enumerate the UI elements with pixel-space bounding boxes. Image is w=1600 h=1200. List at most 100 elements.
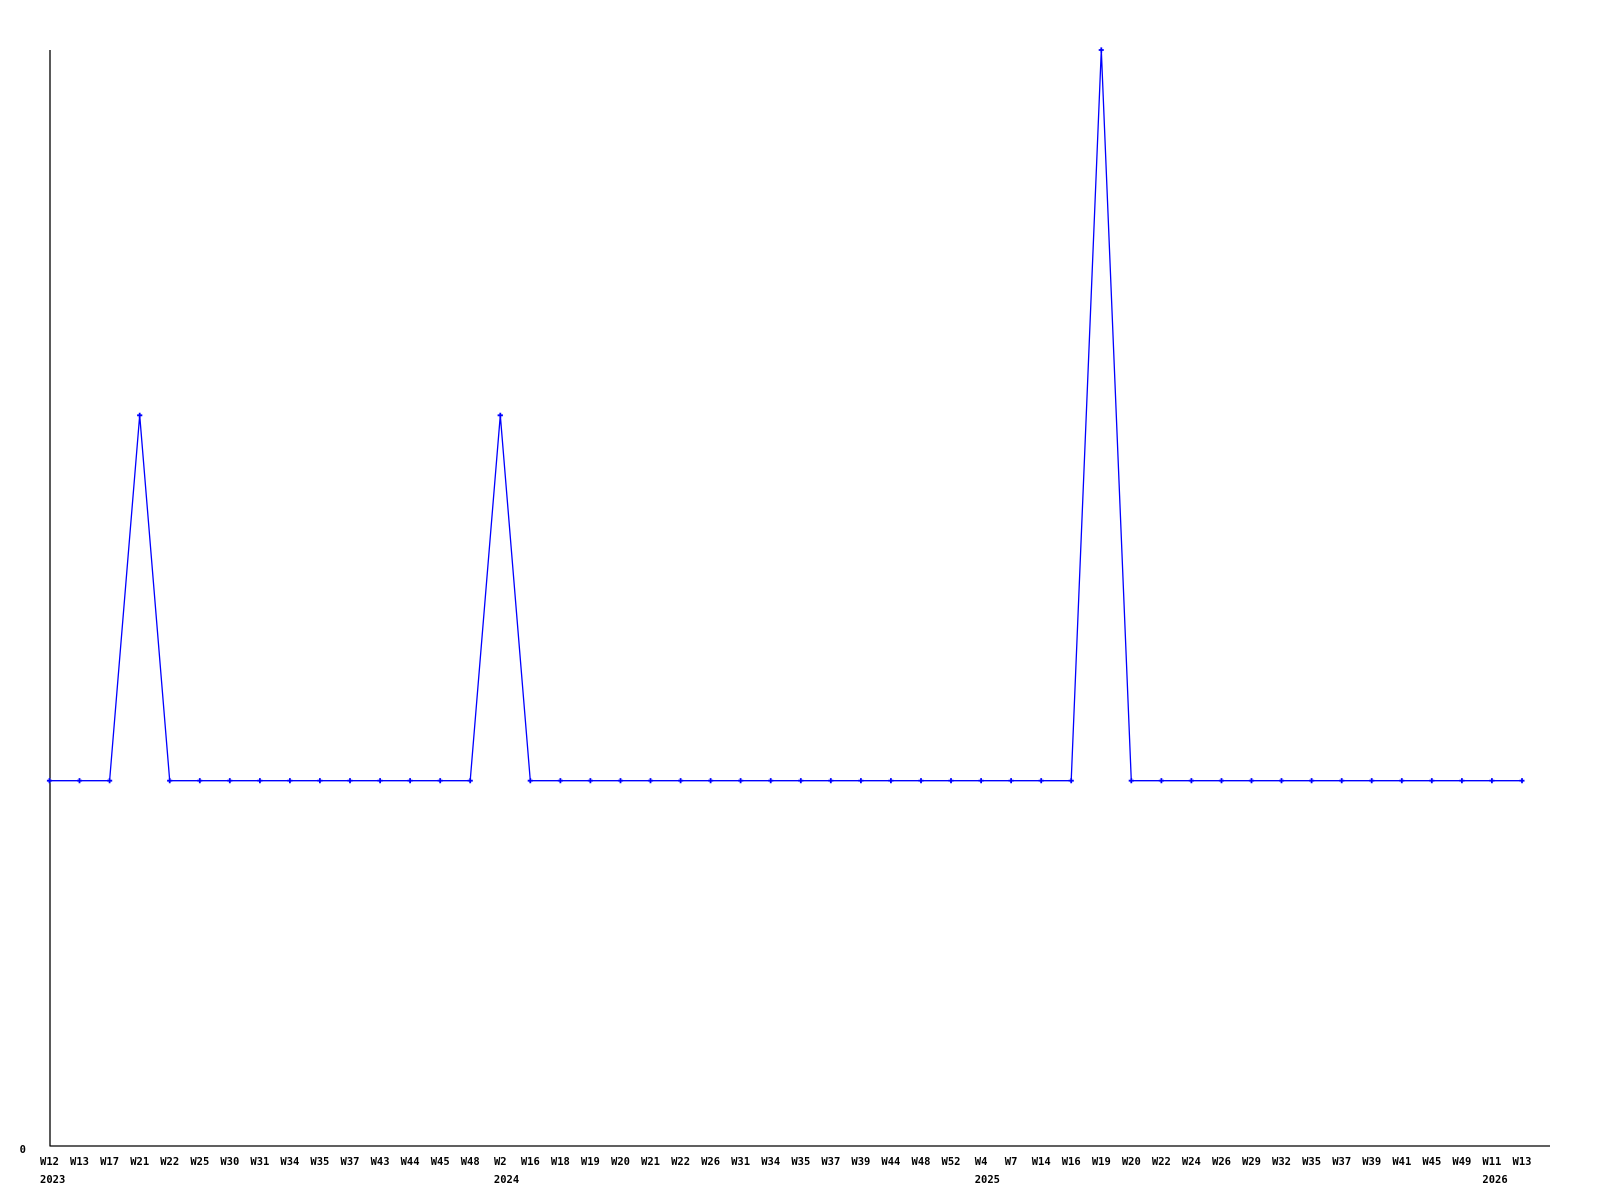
x-tick-label: W2 xyxy=(494,1156,507,1168)
data-point-marker xyxy=(1008,778,1014,784)
y-axis-zero-label: 0 xyxy=(20,1144,26,1156)
data-point-marker xyxy=(948,778,954,784)
data-point-marker xyxy=(377,778,383,784)
data-point-marker xyxy=(107,778,113,784)
x-tick-label: W37 xyxy=(341,1156,360,1168)
x-tick-label: W31 xyxy=(250,1156,269,1168)
x-tick-label: W34 xyxy=(280,1156,299,1168)
data-point-marker xyxy=(1369,778,1375,784)
x-tick-label: W26 xyxy=(701,1156,720,1168)
data-point-marker xyxy=(858,778,864,784)
axes-group xyxy=(49,50,1550,1147)
data-point-marker xyxy=(347,778,353,784)
x-tick-label: W7 xyxy=(1005,1156,1018,1168)
x-tick-label: W34 xyxy=(761,1156,780,1168)
x-tick-label: W39 xyxy=(851,1156,870,1168)
data-point-marker xyxy=(467,778,473,784)
data-point-marker xyxy=(1489,778,1495,784)
x-tick-label: W21 xyxy=(641,1156,660,1168)
x-year-label: 2024 xyxy=(494,1174,519,1186)
data-point-marker xyxy=(1339,778,1345,784)
data-point-marker xyxy=(1038,778,1044,784)
x-tick-label: W39 xyxy=(1362,1156,1381,1168)
x-tick-label: W25 xyxy=(190,1156,209,1168)
x-tick-label: W49 xyxy=(1452,1156,1471,1168)
x-tick-label: W22 xyxy=(671,1156,690,1168)
x-tick-label: W48 xyxy=(912,1156,931,1168)
x-tick-label: W21 xyxy=(130,1156,149,1168)
x-tick-label: W26 xyxy=(1212,1156,1231,1168)
x-tick-label: W19 xyxy=(1092,1156,1111,1168)
x-tick-label: W14 xyxy=(1032,1156,1051,1168)
data-point-marker xyxy=(257,778,263,784)
x-tick-label: W4 xyxy=(975,1156,988,1168)
data-point-marker xyxy=(46,778,53,784)
data-point-marker xyxy=(678,778,684,784)
data-point-marker xyxy=(1068,778,1074,784)
data-point-marker xyxy=(1279,778,1285,784)
x-tick-label: W35 xyxy=(791,1156,810,1168)
data-point-marker xyxy=(1519,778,1525,784)
data-line xyxy=(49,49,1522,782)
data-point-marker xyxy=(888,778,894,784)
x-tick-label: W13 xyxy=(1513,1156,1532,1168)
data-point-marker xyxy=(137,412,143,418)
data-point-marker xyxy=(1459,778,1465,784)
x-tick-label: W12 xyxy=(40,1156,59,1168)
data-point-marker xyxy=(407,778,413,784)
data-point-marker xyxy=(437,778,443,784)
x-tick-label: W43 xyxy=(371,1156,390,1168)
x-tick-label: W22 xyxy=(160,1156,179,1168)
x-year-label: 2023 xyxy=(40,1174,65,1186)
data-point-marker xyxy=(1429,778,1435,784)
data-point-marker xyxy=(918,778,924,784)
x-tick-label: W16 xyxy=(521,1156,540,1168)
data-point-marker xyxy=(1218,778,1224,784)
data-point-marker xyxy=(167,778,173,784)
x-tick-label: W45 xyxy=(431,1156,450,1168)
data-point-marker xyxy=(1128,778,1134,784)
x-tick-label: W52 xyxy=(942,1156,961,1168)
data-point-marker xyxy=(708,778,714,784)
x-tick-label: W20 xyxy=(611,1156,630,1168)
data-point-marker xyxy=(798,778,804,784)
x-tick-label: W31 xyxy=(731,1156,750,1168)
x-tick-label: W32 xyxy=(1272,1156,1291,1168)
series-group xyxy=(46,47,1525,784)
x-tick-label: W13 xyxy=(70,1156,89,1168)
x-tick-label: W44 xyxy=(881,1156,900,1168)
data-point-marker xyxy=(527,778,533,784)
x-tick-label: W37 xyxy=(1332,1156,1351,1168)
x-tick-label: W29 xyxy=(1242,1156,1261,1168)
x-tick-label: W24 xyxy=(1182,1156,1201,1168)
data-point-marker xyxy=(587,778,593,784)
data-point-marker xyxy=(738,778,744,784)
data-point-marker xyxy=(1309,778,1315,784)
data-point-marker xyxy=(287,778,293,784)
data-point-marker xyxy=(617,778,624,784)
x-tick-label: W18 xyxy=(551,1156,570,1168)
data-point-marker xyxy=(1248,778,1255,784)
x-axis-labels-group: W12 W13 W17 W21 W22 W25 W30 W31 W34 W35 W37 W43 W44 W… xyxy=(40,1156,1531,1186)
data-point-marker xyxy=(497,412,503,418)
x-year-label: 2025 xyxy=(975,1174,1000,1186)
x-tick-label: W45 xyxy=(1422,1156,1441,1168)
x-tick-label: W44 xyxy=(401,1156,420,1168)
x-tick-label: W37 xyxy=(821,1156,840,1168)
data-point-marker xyxy=(1399,778,1405,784)
x-tick-label: W35 xyxy=(310,1156,329,1168)
x-tick-label: W35 xyxy=(1302,1156,1321,1168)
data-point-marker xyxy=(227,778,233,784)
data-point-marker xyxy=(557,778,563,784)
data-point-marker xyxy=(1098,47,1104,53)
x-tick-label: W17 xyxy=(100,1156,119,1168)
data-point-marker xyxy=(197,778,203,784)
x-tick-label: W19 xyxy=(581,1156,600,1168)
data-point-marker xyxy=(768,778,774,784)
data-point-marker xyxy=(317,778,323,784)
x-tick-label: W11 xyxy=(1482,1156,1501,1168)
data-point-marker xyxy=(1188,778,1194,784)
x-tick-label: W22 xyxy=(1152,1156,1171,1168)
